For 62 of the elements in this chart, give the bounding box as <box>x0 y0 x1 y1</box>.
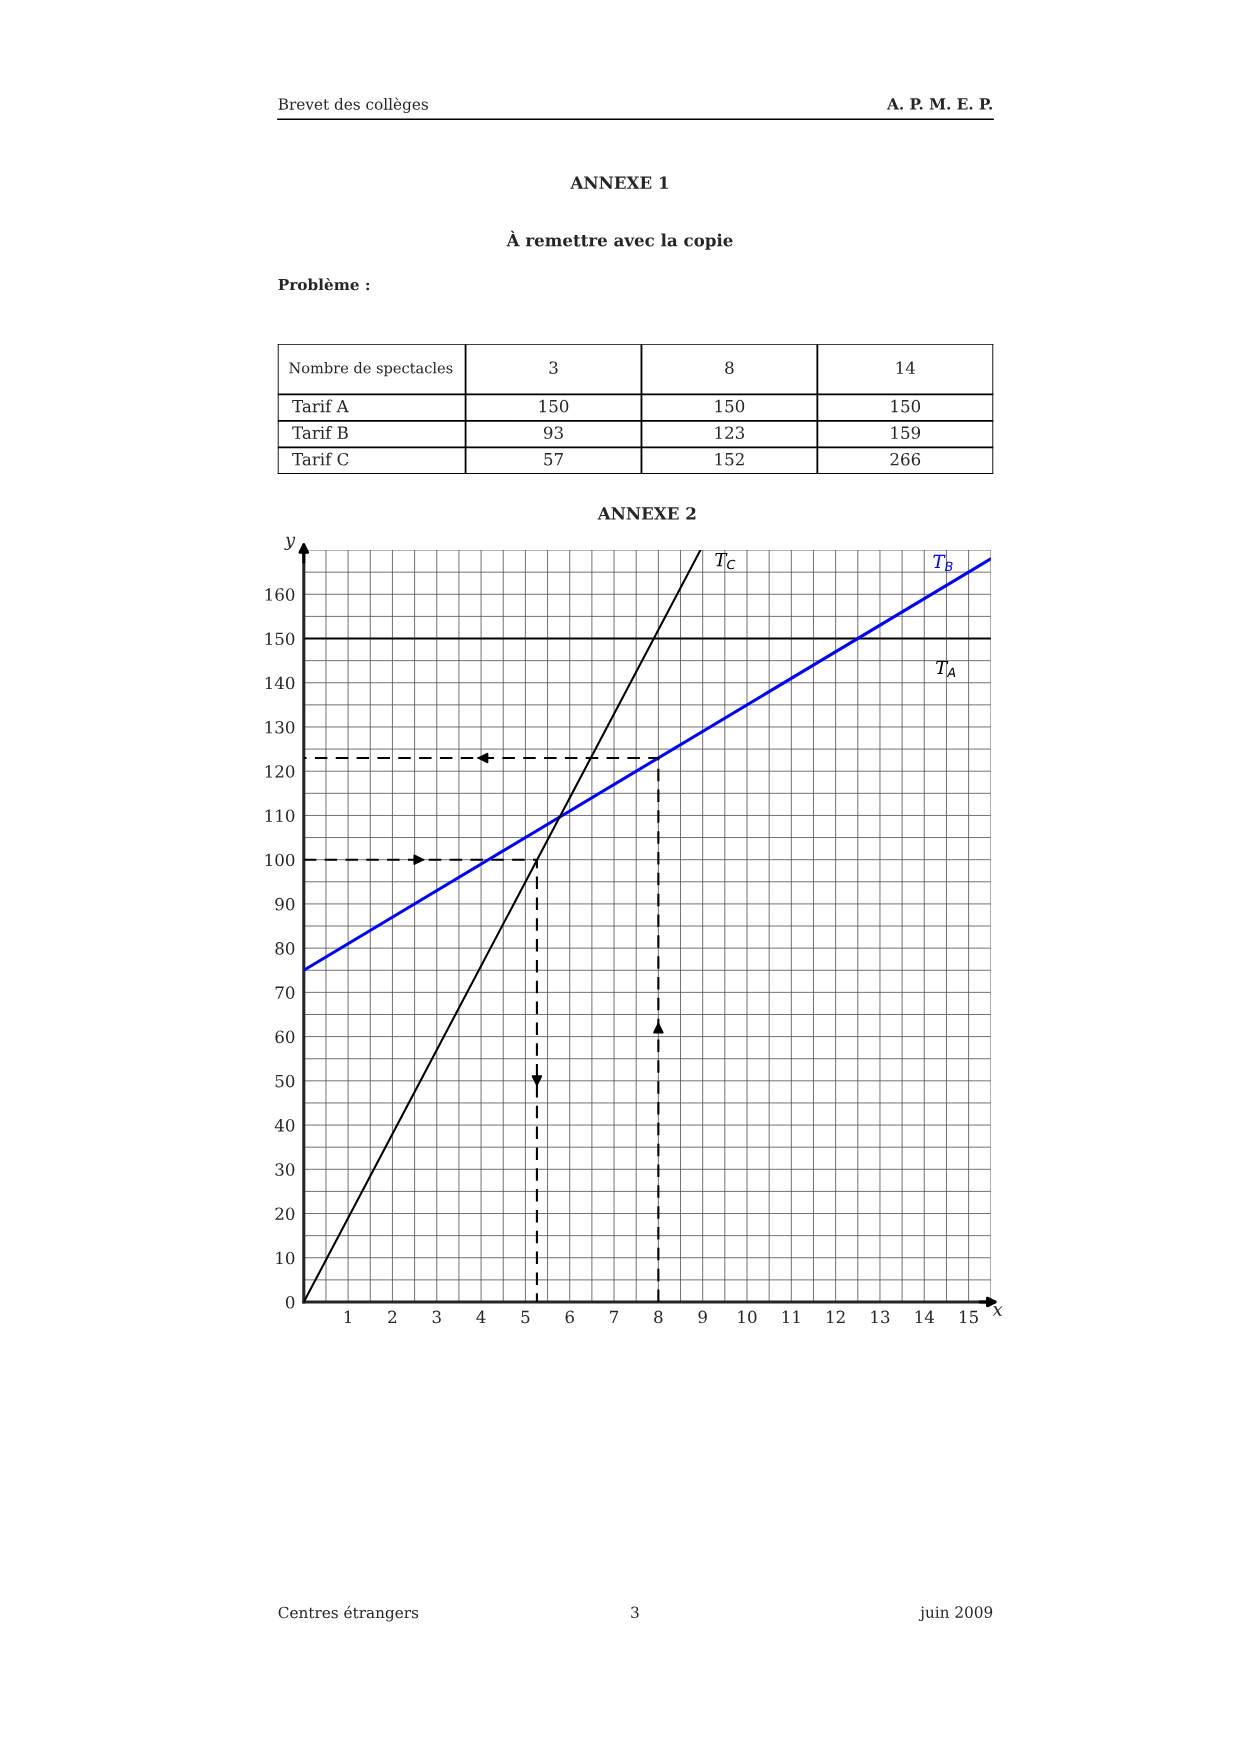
y-tick-label: 10 <box>276 1251 295 1265</box>
text: 266 <box>890 452 921 466</box>
series-label: T$_{B}$ <box>933 554 953 571</box>
y-tick-label: 80 <box>275 942 295 955</box>
x-tick-label: 11 <box>782 1310 800 1323</box>
text: juin 2009 <box>918 1606 993 1622</box>
y-tick-label: 110 <box>265 809 295 823</box>
category-label: Tarif B <box>292 426 348 439</box>
text: Problème : <box>278 277 370 291</box>
y-tick-label: 150 <box>265 632 295 646</box>
text: 159 <box>891 426 921 439</box>
category-label: 14 <box>896 361 916 374</box>
text: A. P. M. E. P. <box>886 98 992 110</box>
y-tick-label: 40 <box>274 1119 295 1132</box>
x-tick-label: 14 <box>915 1310 935 1323</box>
x-tick-label: 13 <box>871 1310 890 1324</box>
text: À remettre avec la copie <box>506 230 733 250</box>
x-tick-label: 15 <box>960 1310 978 1324</box>
x-tick-label: 3 <box>432 1310 441 1324</box>
text: 152 <box>715 452 744 466</box>
text: 150 <box>891 399 921 413</box>
x-tick-label: 1 <box>344 1310 352 1323</box>
x-tick-label: 4 <box>476 1310 486 1323</box>
text: Centres étrangers <box>278 1605 419 1622</box>
text: Brevet des collèges <box>278 97 428 114</box>
text: 93 <box>543 426 563 439</box>
y-tick-label: 140 <box>265 676 295 690</box>
text: 3 <box>549 361 558 375</box>
series-label: T$_{C}$ <box>715 552 736 570</box>
y-tick-label: 0 <box>285 1295 295 1309</box>
series-label: T$_{A}$ <box>936 660 956 677</box>
y-tick-label: 20 <box>275 1207 295 1221</box>
category-label: Tarif A <box>292 399 349 413</box>
category-label: 3 <box>631 1606 639 1619</box>
text: 150 <box>715 399 745 413</box>
x-tick-label: 6 <box>565 1310 574 1324</box>
y-tick-label: 30 <box>275 1163 295 1176</box>
text: 150 <box>539 399 569 413</box>
x-tick-label: 9 <box>698 1310 707 1324</box>
y-tick-label: 120 <box>265 765 295 778</box>
text: 57 <box>544 453 563 466</box>
category-label: 8 <box>725 361 734 375</box>
y-axis-title: y <box>284 536 296 551</box>
text: Nombre de spectacles <box>289 362 453 377</box>
text: ANNEXE 1 <box>570 176 668 189</box>
x-tick-label: 12 <box>827 1310 845 1323</box>
text: 123 <box>715 426 745 439</box>
y-tick-label: 50 <box>275 1074 295 1088</box>
x-tick-label: 10 <box>738 1310 757 1324</box>
x-tick-label: 5 <box>521 1310 530 1324</box>
y-tick-label: 60 <box>275 1030 295 1044</box>
x-axis-title: x <box>992 1306 1003 1316</box>
y-tick-label: 90 <box>275 897 295 911</box>
x-tick-label: 7 <box>610 1310 619 1323</box>
y-tick-label: 70 <box>275 986 295 999</box>
chart-title: ANNEXE 2 <box>597 507 696 520</box>
y-tick-label: 130 <box>265 720 295 734</box>
x-tick-label: 2 <box>388 1310 397 1323</box>
x-tick-label: 8 <box>654 1310 663 1324</box>
y-tick-label: 160 <box>265 588 295 601</box>
y-tick-label: 100 <box>265 853 295 867</box>
category-label: Tarif C <box>292 452 349 466</box>
